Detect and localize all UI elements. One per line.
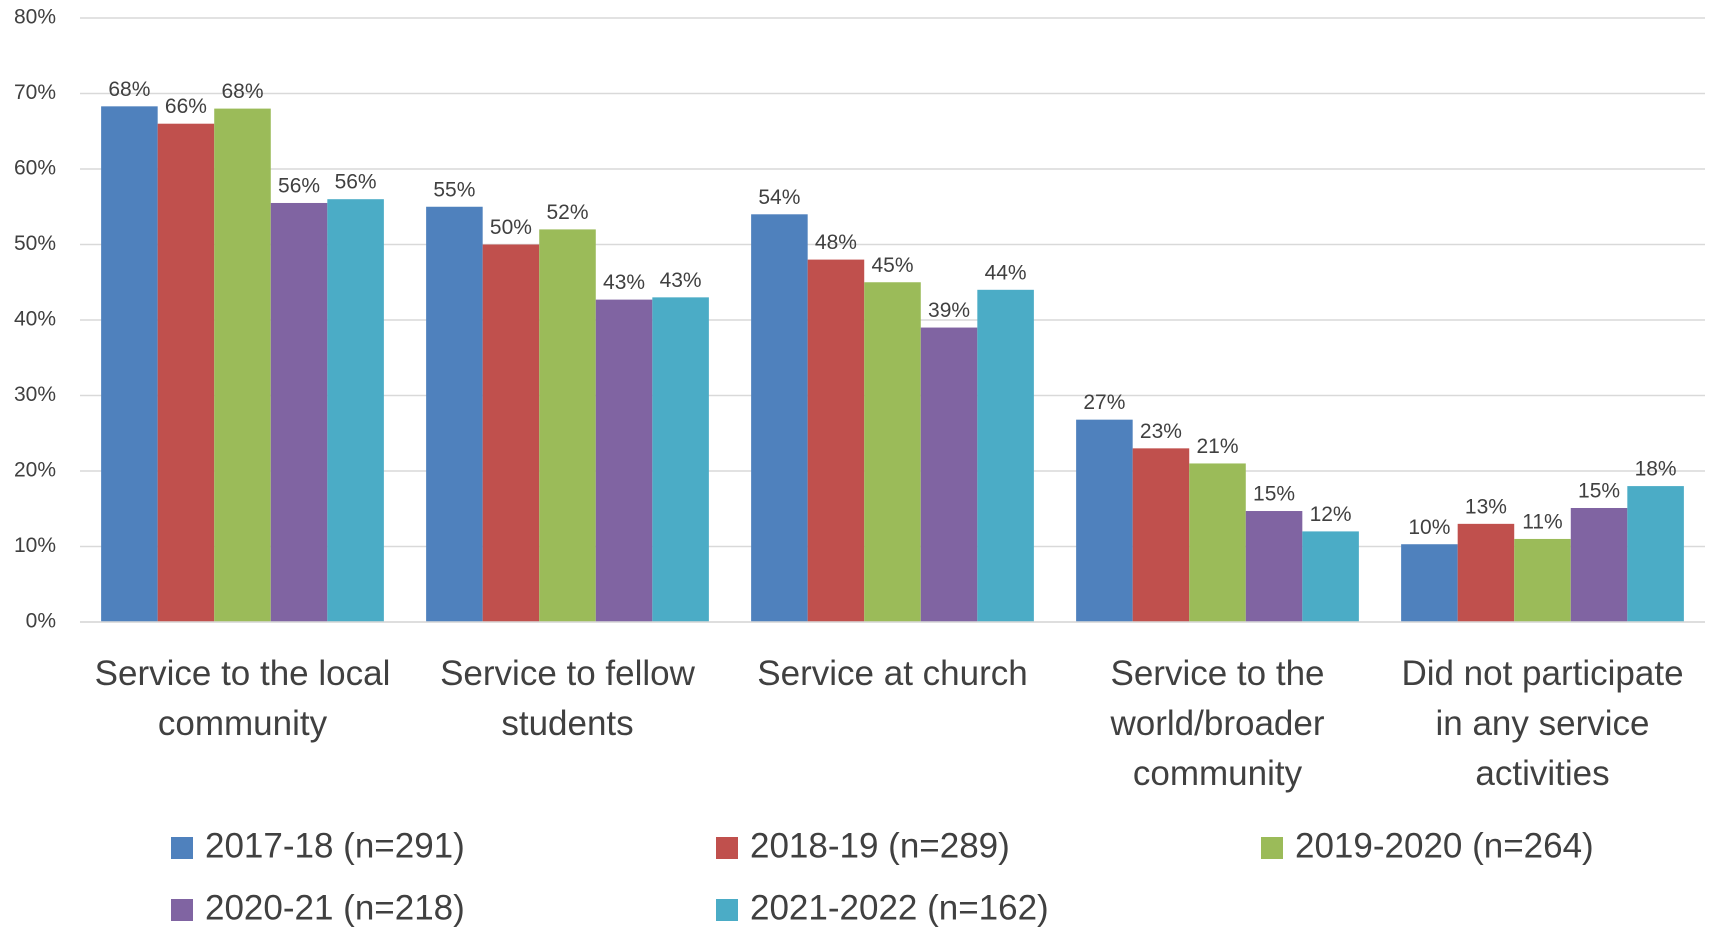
data-label: 56%: [278, 175, 320, 198]
bar: [652, 297, 709, 622]
bar: [327, 199, 384, 622]
bar: [920, 327, 978, 622]
data-label: 48%: [815, 231, 857, 254]
y-tick-label: 60%: [14, 157, 56, 180]
data-label: 23%: [1140, 420, 1182, 443]
bar: [1570, 507, 1628, 622]
bar: [595, 299, 653, 622]
bar: [864, 282, 921, 622]
data-label: 56%: [335, 171, 377, 194]
data-label: 50%: [490, 216, 532, 239]
data-label: 15%: [1578, 480, 1620, 503]
legend-label: 2020-21 (n=218): [205, 888, 465, 927]
bar: [1514, 538, 1571, 622]
bar: [977, 289, 1034, 622]
data-label: 18%: [1635, 458, 1677, 481]
bar: [101, 106, 158, 622]
legend-label: 2017-18 (n=291): [205, 826, 465, 865]
bar: [214, 108, 271, 623]
x-tick-label: Service to the world/broader community: [1110, 654, 1325, 793]
legend-swatch: [171, 899, 193, 921]
legend-label: 2021-2022 (n=162): [750, 888, 1049, 927]
legend-swatch: [716, 837, 738, 859]
data-label: 68%: [221, 80, 263, 103]
x-tick-label: Service at church: [757, 654, 1027, 693]
y-tick-label: 40%: [14, 308, 56, 331]
y-tick-label: 70%: [14, 81, 56, 104]
data-label: 54%: [758, 186, 800, 209]
legend-swatch: [171, 837, 193, 859]
y-tick-label: 20%: [14, 459, 56, 482]
data-label: 44%: [985, 261, 1027, 284]
bar: [1189, 463, 1246, 622]
data-label: 43%: [603, 271, 645, 294]
bar: [426, 206, 483, 622]
legend-swatch: [1261, 837, 1283, 859]
bar: [1302, 531, 1359, 622]
bar: [1132, 448, 1190, 622]
bar: [751, 214, 808, 623]
data-label: 27%: [1083, 391, 1125, 414]
legend-label: 2018-19 (n=289): [750, 826, 1010, 865]
bar: [539, 229, 596, 622]
data-label: 10%: [1408, 516, 1450, 539]
data-label: 21%: [1196, 435, 1238, 458]
data-label: 66%: [165, 95, 207, 118]
data-label: 55%: [433, 178, 475, 201]
bar: [157, 123, 215, 622]
data-label: 15%: [1253, 483, 1295, 506]
data-label: 11%: [1522, 510, 1562, 533]
bar: [1457, 523, 1515, 622]
y-tick-label: 0%: [26, 610, 56, 633]
bar: [807, 259, 865, 622]
bar: [482, 244, 540, 622]
data-label: 68%: [108, 78, 150, 101]
y-tick-label: 50%: [14, 232, 56, 255]
bar: [1627, 486, 1684, 622]
data-label: 13%: [1465, 495, 1507, 518]
data-label: 12%: [1310, 503, 1352, 526]
bar: [1245, 511, 1303, 622]
bar: [1076, 419, 1133, 622]
data-label: 45%: [871, 254, 913, 277]
y-tick-label: 80%: [14, 6, 56, 29]
x-tick-label: Did not participate in any service activit…: [1401, 654, 1683, 793]
bar: [1401, 544, 1458, 622]
bar: [270, 202, 328, 622]
y-tick-label: 10%: [14, 534, 56, 557]
legend-swatch: [716, 899, 738, 921]
y-tick-label: 30%: [14, 383, 56, 406]
data-label: 43%: [660, 269, 702, 292]
data-label: 52%: [546, 201, 588, 224]
legend-label: 2019-2020 (n=264): [1295, 826, 1594, 865]
data-label: 39%: [928, 299, 970, 322]
x-tick-label: Service to fellow students: [440, 654, 696, 743]
x-tick-label: Service to the local community: [95, 654, 391, 743]
